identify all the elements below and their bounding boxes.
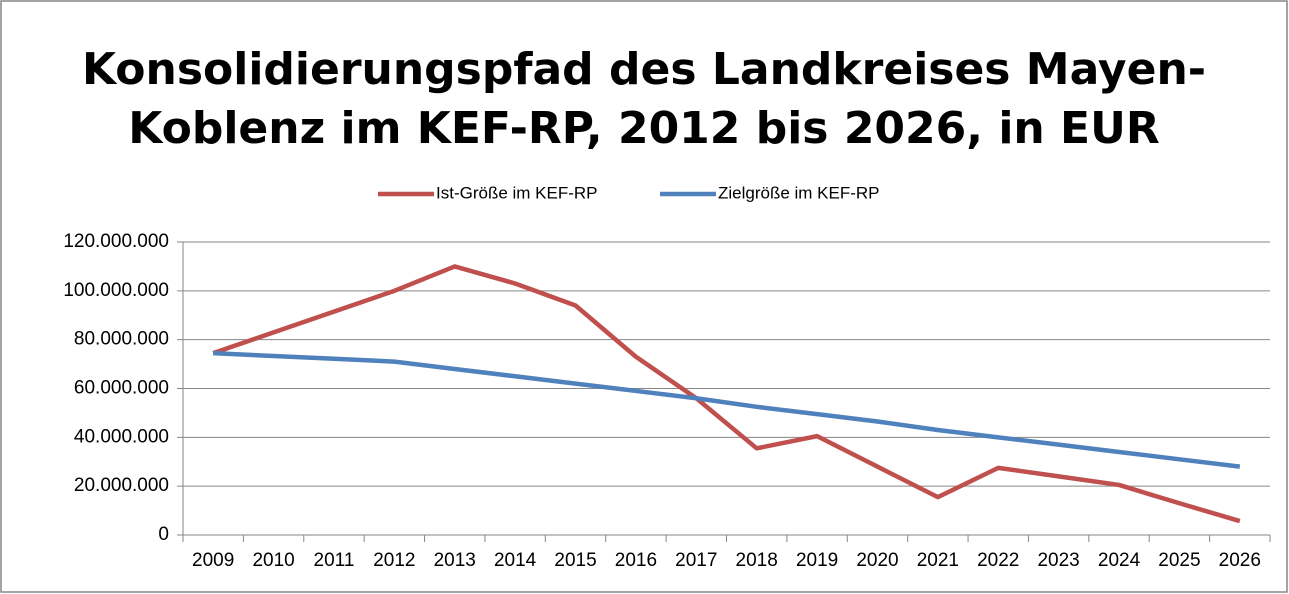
series-line	[213, 350, 1241, 469]
chart-title: Koblenz im KEF-RP, 2012 bis 2026, in EUR	[128, 103, 1159, 154]
y-tick-label: 100.000.000	[63, 280, 169, 301]
x-tick-label: 2022	[977, 550, 1019, 571]
x-tick-label: 2009	[192, 550, 234, 571]
x-tick-label: 2024	[1098, 550, 1141, 571]
chart-title: Konsolidierungspfad des Landkreises Maye…	[82, 44, 1206, 95]
y-tick-label: 80.000.000	[74, 329, 169, 350]
x-tick-label: 2010	[252, 550, 294, 571]
x-tick-label: 2019	[796, 550, 838, 571]
x-tick-label: 2013	[434, 550, 476, 571]
x-tick-label: 2023	[1037, 550, 1079, 571]
legend-label: Zielgröße im KEF-RP	[718, 183, 880, 202]
x-tick-label: 2015	[554, 550, 596, 571]
x-tick-label: 2012	[373, 550, 415, 571]
x-tick-label: 2021	[917, 550, 959, 571]
y-tick-label: 20.000.000	[74, 475, 169, 496]
x-tick-label: 2011	[314, 550, 355, 571]
legend-label: Ist-Größe im KEF-RP	[436, 183, 598, 202]
x-tick-label: 2026	[1219, 550, 1261, 571]
y-tick-label: 0	[158, 524, 169, 545]
x-tick-label: 2020	[856, 550, 898, 571]
x-tick-label: 2018	[736, 550, 778, 571]
x-tick-label: 2017	[675, 550, 717, 571]
y-tick-label: 120.000.000	[63, 231, 169, 252]
series-line	[212, 264, 1241, 524]
x-tick-label: 2016	[615, 550, 657, 571]
y-tick-label: 40.000.000	[74, 426, 169, 447]
x-tick-label: 2014	[494, 550, 537, 571]
x-tick-label: 2025	[1158, 550, 1200, 571]
y-tick-label: 60.000.000	[74, 378, 169, 399]
